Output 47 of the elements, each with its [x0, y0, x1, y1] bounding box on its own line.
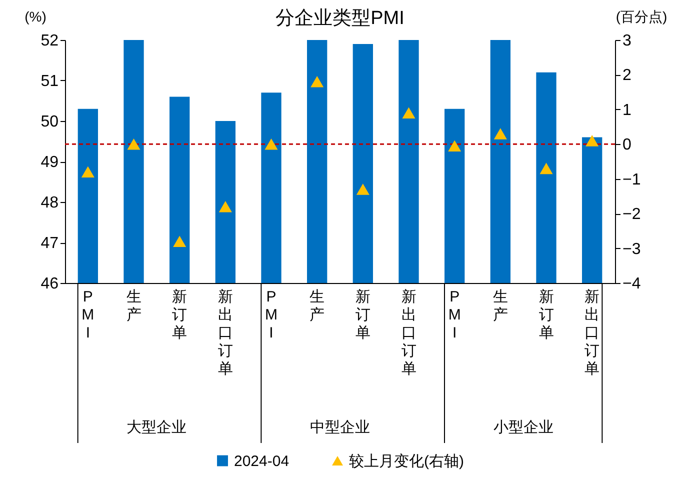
x-tick-label: 生产	[126, 288, 142, 324]
x-tick-label: PMI	[82, 288, 94, 342]
y2-tick-label: −1	[622, 171, 641, 188]
y2-tick-label: −2	[622, 206, 641, 224]
x-tick-label: 新出口订单	[584, 288, 600, 378]
point	[540, 162, 553, 174]
y2-tick-label: 2	[622, 67, 632, 84]
point	[494, 128, 507, 140]
y-tick-label: 49	[40, 154, 59, 171]
point	[81, 166, 94, 178]
x-tick-label: 新订单	[538, 288, 554, 342]
y-tick-label: 52	[40, 32, 59, 50]
x-tick-label: PMI	[448, 288, 461, 342]
x-tick-label: 新订单	[355, 288, 370, 342]
point	[356, 184, 370, 195]
point	[173, 236, 186, 247]
text: 大型企业	[126, 419, 187, 436]
y2-axis-title: (百分点)	[616, 8, 668, 24]
y-axis-title: (%)	[24, 8, 46, 24]
point	[218, 200, 232, 212]
legend-label: 2024-04	[234, 452, 290, 470]
y2-tick-label: 0	[622, 136, 632, 154]
x-tick-label: 新出口订单	[401, 288, 416, 378]
y-tick-label: 47	[40, 235, 59, 252]
y2-tick-label: 1	[622, 102, 632, 119]
y-tick-label: 48	[40, 194, 59, 212]
y-tick-label: 51	[40, 73, 59, 90]
y-tick-label: 46	[40, 276, 59, 292]
point	[310, 76, 324, 88]
point	[448, 140, 462, 152]
text: 小型企业	[493, 419, 554, 436]
y2-tick-label: −3	[622, 240, 641, 258]
point	[586, 135, 599, 146]
point	[402, 107, 416, 119]
x-tick-label: 新订单	[172, 288, 188, 342]
legend-label: 较上月变化(右轴)	[349, 452, 464, 470]
x-tick-label: 新出口订单	[218, 288, 233, 378]
text: 中型企业	[310, 419, 370, 436]
x-tick-label: 生产	[310, 288, 325, 324]
point	[264, 138, 278, 150]
chart-title: 分企业类型PMI	[276, 8, 404, 29]
x-tick-label: PMI	[265, 288, 278, 342]
y2-tick-label: −4	[622, 276, 641, 292]
x-tick-label: 生产	[492, 288, 508, 324]
y2-tick-label: 3	[622, 32, 632, 50]
point	[127, 138, 140, 150]
y-tick-label: 50	[40, 114, 59, 130]
